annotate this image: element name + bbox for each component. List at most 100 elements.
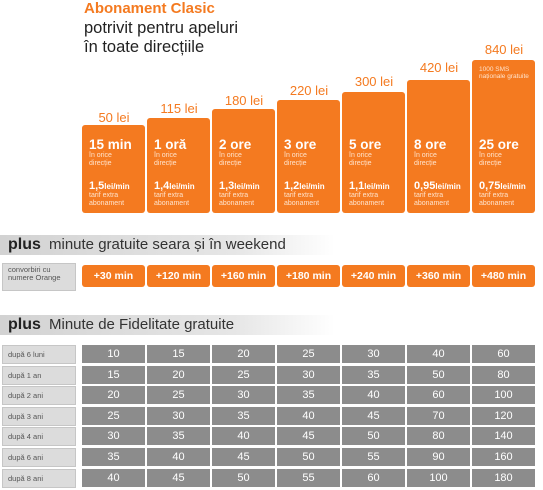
plan-rate-value: 1,5 (89, 180, 105, 192)
fidelity-heading-bold: plus (8, 316, 41, 333)
fidelity-cell: 25 (277, 345, 340, 363)
plan-column[interactable]: 1000 SMS naționale gratuite 25 ore în oric… (472, 60, 535, 213)
plan-rate: 1,3lei/min (219, 180, 260, 193)
plan-column[interactable]: 15 min în orice direcție 1,5lei/min tarif e… (82, 125, 145, 213)
fidelity-cell: 35 (277, 386, 340, 405)
fidelity-cell: 80 (472, 365, 535, 384)
fidelity-cell: 40 (147, 448, 210, 466)
fidelity-row-label: după 1 an (2, 365, 76, 385)
fidelity-cell: 30 (212, 386, 275, 405)
fidelity-cell: 100 (472, 386, 535, 405)
plan-minutes-note: în orice direcție (154, 152, 177, 167)
plan-rate-unit: lei/min (299, 182, 325, 191)
fidelity-cell: 60 (472, 345, 535, 363)
fidelity-cell: 30 (342, 345, 405, 363)
evening-heading-bold: plus (8, 236, 41, 253)
plan-rate-unit: lei/min (435, 182, 461, 191)
plan-rate: 1,5lei/min (89, 180, 130, 193)
fidelity-cell: 45 (147, 468, 210, 487)
plan-minutes-note: în orice direcție (89, 152, 112, 167)
plan-minutes-note: în orice direcție (414, 152, 437, 167)
plan-rate-value: 1,3 (219, 180, 235, 192)
fidelity-cell: 25 (82, 406, 145, 425)
page-subtitle: potrivit pentru apeluri în toate direcți… (84, 19, 384, 57)
plan-rate: 0,95lei/min (414, 180, 461, 193)
plan-minutes: 3 ore (284, 137, 317, 152)
fidelity-cell: 25 (212, 365, 275, 384)
plan-rate-value: 1,1 (349, 180, 365, 192)
subtitle-line-1: potrivit pentru apeluri (84, 19, 239, 37)
fidelity-cell: 50 (407, 365, 470, 384)
plan-minutes: 8 ore (414, 137, 447, 152)
fidelity-cell: 45 (342, 406, 405, 425)
evening-minutes-value: +480 min (472, 265, 535, 287)
page-title: Abonament Clasic (84, 0, 215, 17)
fidelity-cell: 40 (82, 468, 145, 487)
fidelity-cell: 180 (472, 468, 535, 487)
plan-price: 115 lei (160, 101, 198, 116)
plan-minutes: 2 ore (219, 137, 252, 152)
plan-rate: 1,1lei/min (349, 180, 390, 193)
fidelity-cell: 55 (342, 448, 405, 466)
evening-heading: plus minute gratuite seara și în weekend (0, 235, 335, 255)
evening-minutes-value: +180 min (277, 265, 340, 287)
fidelity-cell: 35 (342, 365, 405, 384)
fidelity-heading-text: Minute de Fidelitate gratuite (49, 316, 235, 333)
plan-minutes: 25 ore (479, 137, 519, 152)
plan-minutes-note: în orice direcție (479, 152, 502, 167)
plan-rate: 1,2lei/min (284, 180, 325, 193)
fidelity-cell: 35 (212, 406, 275, 425)
plan-column[interactable]: 3 ore în orice direcție 1,2lei/min tarif ex… (277, 100, 340, 213)
fidelity-cell: 50 (342, 427, 405, 446)
fidelity-cell: 30 (82, 427, 145, 446)
fidelity-cell: 50 (212, 468, 275, 487)
fidelity-cell: 25 (147, 386, 210, 405)
fidelity-row-label: după 8 ani (2, 468, 76, 488)
fidelity-cell: 100 (407, 468, 470, 487)
plan-rate: 0,75lei/min (479, 180, 526, 193)
plan-price: 300 lei (354, 74, 394, 89)
fidelity-cell: 20 (212, 345, 275, 363)
plan-minutes-note: în orice direcție (219, 152, 242, 167)
fidelity-cell: 60 (342, 468, 405, 487)
fidelity-cell: 30 (147, 406, 210, 425)
plan-rate-unit: lei/min (364, 182, 390, 191)
fidelity-cell: 35 (147, 427, 210, 446)
plan-minutes-note: în orice direcție (284, 152, 307, 167)
plan-price: 220 lei (289, 83, 329, 98)
fidelity-cell: 40 (212, 427, 275, 446)
plan-rate-value: 0,95 (414, 180, 436, 192)
plan-column[interactable]: 1 oră în orice direcție 1,4lei/min tarif ex… (147, 118, 210, 213)
plan-rate-note: tarif extra abonament (349, 192, 385, 207)
fidelity-cell: 40 (277, 406, 340, 425)
evening-minutes-value: +240 min (342, 265, 405, 287)
fidelity-cell: 45 (277, 427, 340, 446)
fidelity-cell: 80 (407, 427, 470, 446)
plan-column[interactable]: 5 ore în orice direcție 1,1lei/min tarif ex… (342, 92, 405, 213)
fidelity-heading: plus Minute de Fidelitate gratuite (0, 315, 335, 335)
plan-minutes-note: în orice direcție (349, 152, 372, 167)
plan-rate-unit: lei/min (234, 182, 260, 191)
plan-rate: 1,4lei/min (154, 180, 195, 193)
plan-price: 420 lei (419, 60, 459, 75)
evening-minutes-value: +30 min (82, 265, 145, 287)
plan-rate-unit: lei/min (104, 182, 130, 191)
fidelity-cell: 10 (82, 345, 145, 363)
plan-rate-note: tarif extra abonament (219, 192, 255, 207)
plan-price: 840 lei (484, 42, 524, 57)
plan-minutes: 5 ore (349, 137, 382, 152)
fidelity-cell: 50 (277, 448, 340, 466)
plan-sms-note: 1000 SMS naționale gratuite (479, 66, 529, 80)
fidelity-cell: 120 (472, 406, 535, 425)
plan-rate-note: tarif extra abonament (479, 192, 515, 207)
plan-column[interactable]: 8 ore în orice direcție 0,95lei/min tarif e… (407, 80, 470, 213)
plan-price: 180 lei (224, 93, 264, 108)
evening-row-label: convorbiri cu numere Orange (2, 263, 76, 291)
plan-rate-unit: lei/min (169, 182, 195, 191)
plan-rate-unit: lei/min (500, 182, 526, 191)
evening-minutes-value: +120 min (147, 265, 210, 287)
plan-rate-value: 0,75 (479, 180, 501, 192)
fidelity-cell: 20 (147, 365, 210, 384)
plan-rate-value: 1,4 (154, 180, 170, 192)
plan-column[interactable]: 2 ore în orice direcție 1,3lei/min tarif ex… (212, 109, 275, 213)
